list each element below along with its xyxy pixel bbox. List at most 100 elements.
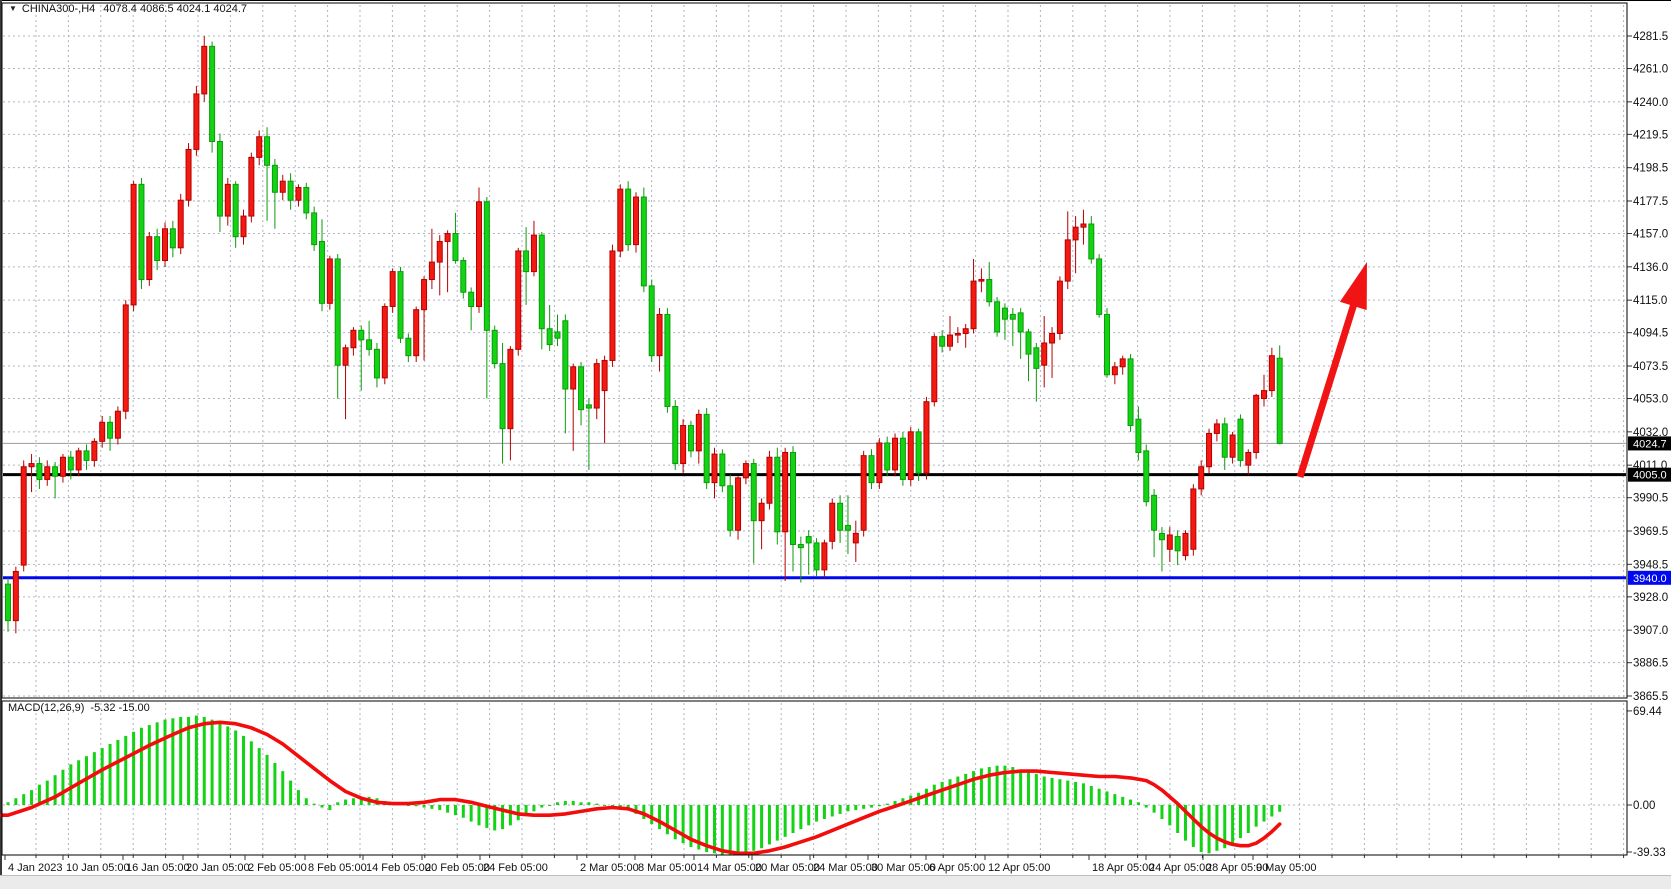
- macd-axis-label: 0.00: [1633, 800, 1655, 812]
- macd-histogram-bar: [1207, 805, 1211, 854]
- macd-histogram-bar: [1144, 805, 1148, 808]
- macd-histogram-bar: [1246, 805, 1250, 833]
- candle: [695, 413, 702, 452]
- macd-histogram-bar: [713, 805, 716, 854]
- candle: [1049, 332, 1056, 344]
- macd-histogram-bar: [736, 805, 740, 854]
- macd-histogram-bar: [336, 802, 340, 805]
- date-tick-label[interactable]: 24 Apr 05:00: [1149, 862, 1211, 874]
- macd-histogram-bar: [37, 784, 41, 805]
- candle: [570, 366, 577, 390]
- macd-histogram-bar: [461, 805, 465, 818]
- date-tick-label[interactable]: 12 Apr 05:00: [988, 862, 1050, 874]
- price-axis-label: 4240.0: [1633, 97, 1668, 109]
- date-tick-label[interactable]: 20 Mar 05:00: [755, 862, 820, 874]
- candle: [805, 536, 812, 544]
- trend-arrow-shaft[interactable]: [1296, 299, 1359, 479]
- date-tick-label[interactable]: 10 Jan 05:00: [66, 862, 130, 874]
- candle: [750, 463, 757, 522]
- candle: [1127, 358, 1134, 426]
- macd-histogram-bar: [744, 805, 748, 853]
- date-tick-label[interactable]: 4 Jan 2023: [8, 862, 62, 874]
- macd-histogram-bar: [987, 767, 991, 805]
- trend-arrow-head[interactable]: [1339, 262, 1367, 311]
- macd-histogram-bar: [304, 798, 308, 805]
- macd-histogram-bar: [139, 727, 143, 805]
- macd-histogram-bar: [948, 779, 952, 805]
- macd-histogram-bar: [1262, 805, 1266, 822]
- date-tick-label[interactable]: 14 Feb 05:00: [366, 862, 431, 874]
- macd-histogram-bar: [351, 798, 355, 805]
- candle: [177, 199, 184, 249]
- date-tick-label[interactable]: 2 Feb 05:00: [248, 862, 307, 874]
- candle: [83, 450, 90, 461]
- candle: [428, 261, 435, 281]
- candle: [939, 336, 946, 347]
- candle: [1025, 331, 1032, 355]
- candle: [1182, 532, 1189, 557]
- candle: [1151, 494, 1158, 531]
- price-axis-label: 4094.5: [1633, 328, 1668, 340]
- date-tick-label[interactable]: 2 Mar 05:00: [580, 862, 639, 874]
- candle: [1017, 312, 1024, 333]
- candle: [397, 271, 404, 339]
- candle: [625, 188, 632, 246]
- date-tick-label[interactable]: 18 Apr 05:00: [1092, 862, 1154, 874]
- date-tick-label[interactable]: 6 Apr 05:00: [929, 862, 985, 874]
- candle: [232, 183, 239, 238]
- date-tick-label[interactable]: 30 Mar 05:00: [871, 862, 936, 874]
- date-tick-label[interactable]: 24 Feb 05:00: [483, 862, 548, 874]
- date-tick-label[interactable]: 20 Jan 05:00: [186, 862, 250, 874]
- candle: [138, 183, 145, 281]
- symbol-dropdown-icon[interactable]: ▼: [9, 4, 17, 13]
- macd-histogram-bar: [69, 764, 73, 805]
- chart-title: ▼ CHINA300-,H4 4078.4 4086.5 4024.1 4024.7: [9, 3, 247, 15]
- candle: [1261, 390, 1267, 400]
- candle: [1245, 451, 1252, 466]
- candle: [279, 180, 286, 193]
- level-4005-label-box: [1628, 467, 1671, 482]
- candle: [460, 259, 467, 293]
- macd-histogram-bar: [932, 784, 936, 805]
- date-tick-label[interactable]: 20 Feb 05:00: [425, 862, 490, 874]
- macd-histogram-bar: [194, 715, 198, 805]
- candle: [483, 201, 490, 331]
- macd-histogram-bar: [1105, 791, 1109, 805]
- macd-histogram-bar: [359, 796, 363, 805]
- macd-histogram-bar: [964, 773, 968, 805]
- date-tick-label[interactable]: 16 Jan 05:00: [126, 862, 190, 874]
- candle: [99, 421, 106, 442]
- macd-histogram-bar: [532, 805, 536, 812]
- date-tick-label[interactable]: 14 Mar 05:00: [697, 862, 762, 874]
- date-tick-label[interactable]: 28 Apr 05:00: [1206, 862, 1268, 874]
- macd-histogram-bar: [163, 719, 167, 805]
- candle: [915, 431, 922, 474]
- candle: [1221, 423, 1228, 458]
- macd-histogram-bar: [728, 805, 732, 855]
- candle: [562, 320, 569, 390]
- macd-histogram-bar: [846, 805, 850, 812]
- date-tick-label[interactable]: 8 Feb 05:00: [308, 862, 367, 874]
- candle: [884, 442, 891, 471]
- macd-histogram-bar: [610, 805, 614, 807]
- candle: [860, 455, 867, 531]
- macd-histogram-bar: [501, 805, 505, 830]
- date-tick-label[interactable]: 9 May 05:00: [1256, 862, 1317, 874]
- macd-axis-label: -39.33: [1633, 847, 1666, 859]
- candle: [373, 348, 380, 379]
- candle: [507, 348, 514, 430]
- macd-values: -5.32 -15.00: [90, 702, 150, 714]
- date-tick-label[interactable]: 8 Mar 05:00: [638, 862, 697, 874]
- date-tick-label[interactable]: 24 Mar 05:00: [813, 862, 878, 874]
- candle: [727, 485, 734, 531]
- candle: [758, 502, 765, 522]
- macd-histogram-bar: [1168, 805, 1172, 826]
- candle: [680, 424, 687, 465]
- macd-histogram-bar: [650, 805, 654, 825]
- macd-histogram-bar: [438, 805, 442, 811]
- macd-histogram-bar: [697, 805, 701, 850]
- macd-histogram-bar: [595, 803, 599, 805]
- candle: [1119, 358, 1126, 368]
- macd-histogram-bar: [540, 805, 544, 808]
